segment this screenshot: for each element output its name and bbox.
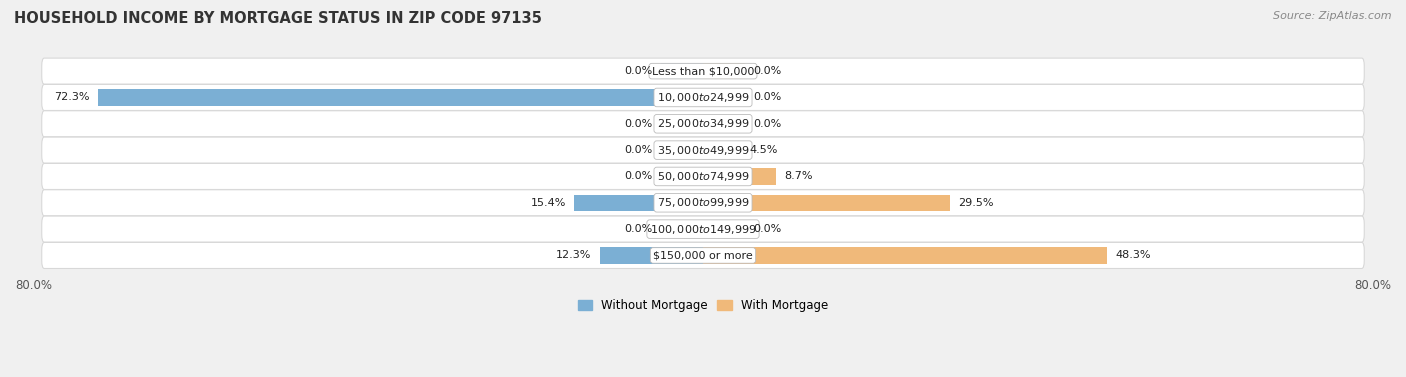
Legend: Without Mortgage, With Mortgage: Without Mortgage, With Mortgage <box>574 294 832 317</box>
Text: 15.4%: 15.4% <box>530 198 565 208</box>
Text: 0.0%: 0.0% <box>624 145 652 155</box>
Bar <box>703 221 745 237</box>
Bar <box>703 116 745 132</box>
Text: 4.5%: 4.5% <box>749 145 778 155</box>
Bar <box>703 89 745 106</box>
Text: $25,000 to $34,999: $25,000 to $34,999 <box>657 117 749 130</box>
Text: 12.3%: 12.3% <box>557 250 592 261</box>
Bar <box>703 195 950 211</box>
Bar <box>98 89 703 106</box>
Text: 0.0%: 0.0% <box>624 66 652 76</box>
Text: 72.3%: 72.3% <box>53 92 90 103</box>
Text: 48.3%: 48.3% <box>1115 250 1152 261</box>
FancyBboxPatch shape <box>42 84 1364 110</box>
FancyBboxPatch shape <box>42 111 1364 137</box>
Bar <box>661 116 703 132</box>
FancyBboxPatch shape <box>42 216 1364 242</box>
Text: $100,000 to $149,999: $100,000 to $149,999 <box>650 222 756 236</box>
FancyBboxPatch shape <box>42 58 1364 84</box>
Bar <box>703 168 776 185</box>
FancyBboxPatch shape <box>42 190 1364 216</box>
Text: 0.0%: 0.0% <box>624 172 652 181</box>
Text: Source: ZipAtlas.com: Source: ZipAtlas.com <box>1274 11 1392 21</box>
Bar <box>661 168 703 185</box>
Text: 0.0%: 0.0% <box>754 66 782 76</box>
FancyBboxPatch shape <box>42 137 1364 163</box>
Text: $35,000 to $49,999: $35,000 to $49,999 <box>657 144 749 156</box>
Bar <box>661 63 703 79</box>
Bar <box>703 63 745 79</box>
Bar <box>600 247 703 264</box>
Text: 0.0%: 0.0% <box>624 119 652 129</box>
Bar <box>661 142 703 158</box>
Bar <box>703 247 1107 264</box>
FancyBboxPatch shape <box>42 163 1364 190</box>
Text: 0.0%: 0.0% <box>754 119 782 129</box>
Text: 8.7%: 8.7% <box>785 172 813 181</box>
Text: 0.0%: 0.0% <box>754 92 782 103</box>
Text: $75,000 to $99,999: $75,000 to $99,999 <box>657 196 749 209</box>
Bar <box>574 195 703 211</box>
FancyBboxPatch shape <box>42 242 1364 268</box>
Bar <box>661 221 703 237</box>
Text: Less than $10,000: Less than $10,000 <box>652 66 754 76</box>
Text: 29.5%: 29.5% <box>959 198 994 208</box>
Text: $50,000 to $74,999: $50,000 to $74,999 <box>657 170 749 183</box>
Text: HOUSEHOLD INCOME BY MORTGAGE STATUS IN ZIP CODE 97135: HOUSEHOLD INCOME BY MORTGAGE STATUS IN Z… <box>14 11 541 26</box>
Text: 0.0%: 0.0% <box>624 224 652 234</box>
Text: $10,000 to $24,999: $10,000 to $24,999 <box>657 91 749 104</box>
Bar <box>703 142 741 158</box>
Text: $150,000 or more: $150,000 or more <box>654 250 752 261</box>
Text: 0.0%: 0.0% <box>754 224 782 234</box>
